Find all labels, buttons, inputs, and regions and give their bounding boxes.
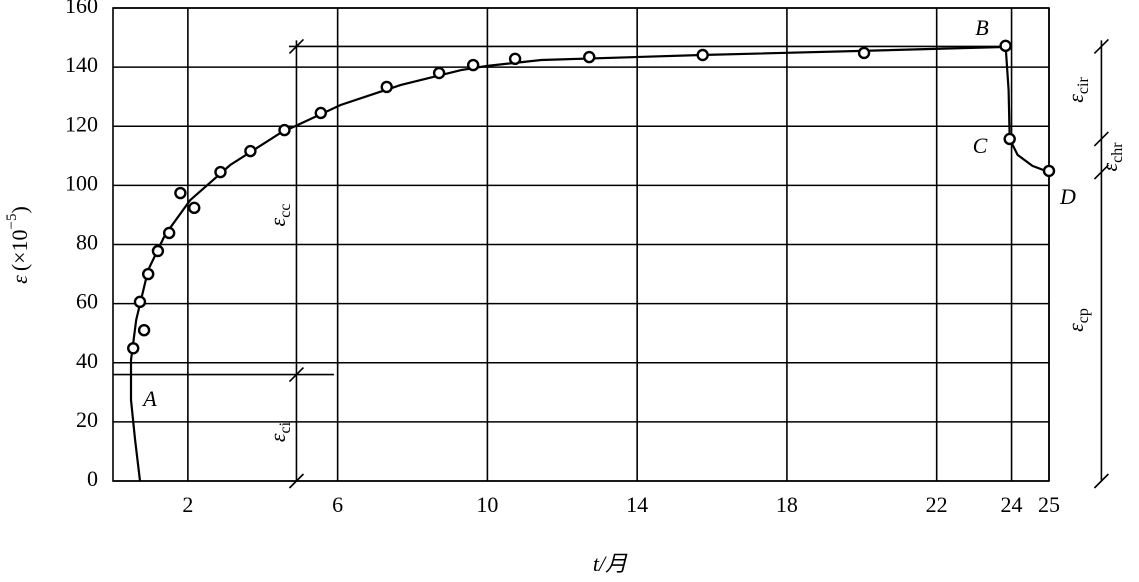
- dimension-tick: [1093, 473, 1109, 489]
- y-axis-label: ε (×10−5): [4, 206, 32, 284]
- y-tick-label: 120: [65, 111, 98, 136]
- y-label-end: ): [7, 206, 32, 213]
- data-point: [127, 342, 140, 355]
- strain-label: εci: [265, 421, 294, 442]
- data-point: [188, 201, 201, 215]
- y-label-exp: −5: [4, 213, 20, 229]
- data-point: [151, 244, 165, 258]
- data-point: [466, 58, 480, 72]
- data-point: [857, 46, 871, 60]
- strain-label: εcc: [265, 204, 294, 227]
- y-tick-label: 40: [76, 348, 98, 373]
- x-tick-label: 22: [926, 492, 948, 517]
- strain-label: εcir: [1063, 77, 1092, 103]
- y-label-symbol: ε: [7, 275, 32, 284]
- y-tick-label: 160: [65, 0, 98, 18]
- strain-symbol: ε: [1063, 94, 1088, 103]
- y-tick-label: 0: [87, 466, 98, 491]
- data-point: [1042, 164, 1056, 178]
- data-point: [583, 50, 596, 64]
- x-tick-label: 2: [182, 492, 193, 517]
- dimension-tick: [1093, 164, 1109, 180]
- dimension-tick: [288, 473, 305, 489]
- data-point: [380, 80, 393, 94]
- data-point: [314, 106, 327, 120]
- data-point: [432, 66, 446, 80]
- curve: [129, 44, 1050, 482]
- strain-subscript: cp: [1075, 308, 1092, 323]
- point-label: C: [973, 133, 988, 158]
- strain-symbol: ε: [265, 217, 290, 226]
- data-point: [278, 123, 291, 137]
- data-point: [244, 144, 257, 158]
- strain-subscript: cir: [1075, 77, 1092, 95]
- strain-symbol: ε: [265, 433, 290, 442]
- dimension-tick: [1093, 38, 1109, 54]
- x-tick-label: 10: [476, 492, 498, 517]
- y-tick-label: 60: [76, 289, 98, 314]
- dimension-tick: [288, 367, 305, 383]
- point-label: A: [141, 386, 157, 411]
- dimension-tick: [1093, 131, 1109, 147]
- strain-subscript: chr: [1109, 142, 1126, 163]
- strain-subscript: cc: [277, 204, 294, 218]
- data-point: [214, 165, 227, 179]
- y-tick-label: 80: [76, 230, 98, 255]
- dimension-tick: [288, 38, 305, 54]
- x-tick-label: 14: [626, 492, 648, 517]
- point-label: D: [1059, 184, 1076, 209]
- strain-symbol: ε: [1097, 163, 1122, 172]
- strain-label: εchr: [1097, 142, 1126, 172]
- data-point: [999, 39, 1012, 53]
- y-tick-label: 20: [76, 407, 98, 432]
- y-tick-label: 140: [65, 52, 98, 77]
- strain-label: εcp: [1063, 308, 1092, 332]
- data-point: [1003, 132, 1016, 146]
- x-axis-label: t/月: [593, 551, 628, 576]
- x-tick-label: 18: [776, 492, 798, 517]
- x-tick-label: 6: [332, 492, 343, 517]
- strain-symbol: ε: [1063, 323, 1088, 332]
- strain-subscript: ci: [277, 421, 294, 433]
- data-point: [137, 324, 151, 337]
- y-label-unit: (×10: [7, 229, 32, 271]
- x-tick-label: 25: [1038, 492, 1060, 517]
- data-point: [162, 226, 176, 240]
- data-point: [508, 52, 522, 66]
- data-point: [696, 48, 709, 62]
- data-point: [133, 295, 147, 309]
- data-point: [141, 267, 155, 281]
- point-label: B: [975, 15, 988, 40]
- x-tick-label: 24: [1001, 492, 1023, 517]
- y-tick-label: 100: [65, 170, 98, 195]
- data-point: [174, 186, 187, 200]
